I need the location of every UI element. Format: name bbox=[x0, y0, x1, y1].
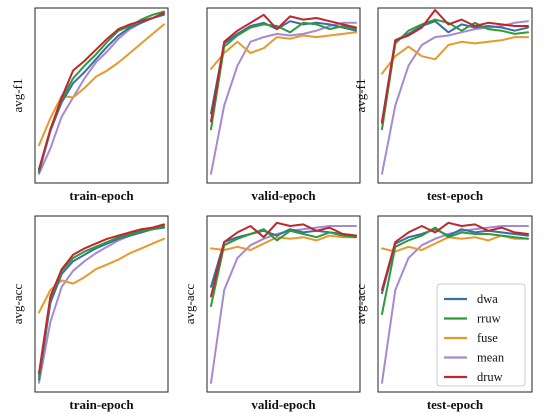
chart-panel-6: test-epoch avg-acc bbox=[353, 215, 533, 412]
legend-label-mean: mean bbox=[477, 351, 505, 365]
panel-frame bbox=[34, 7, 169, 184]
series-line-dwa bbox=[210, 20, 357, 115]
legend-label-dwa: dwa bbox=[477, 292, 498, 306]
series-line-fuse bbox=[210, 31, 357, 70]
legend-label-rruw: rruw bbox=[477, 312, 501, 326]
series-line-dwa bbox=[381, 20, 529, 123]
legend-box bbox=[436, 283, 526, 387]
series-line-dwa bbox=[381, 228, 529, 295]
x-axis-label: valid-epoch bbox=[251, 188, 316, 203]
panel-frame bbox=[377, 7, 533, 184]
series-line-mean bbox=[38, 12, 165, 175]
series-line-dwa bbox=[38, 13, 165, 174]
panel-frame bbox=[206, 215, 361, 393]
series-line-druw bbox=[38, 12, 165, 171]
x-axis-label: train-epoch bbox=[69, 397, 134, 412]
series-line-mean bbox=[38, 225, 165, 384]
chart-panel-5: valid-epoch avg-acc bbox=[182, 215, 361, 412]
series-line-mean bbox=[210, 225, 357, 384]
series-line-fuse bbox=[381, 36, 529, 75]
series-line-rruw bbox=[38, 10, 165, 172]
series-line-rruw bbox=[381, 18, 529, 131]
series-line-druw bbox=[381, 9, 529, 124]
chart-panel-4: train-epoch avg-acc bbox=[10, 215, 169, 412]
y-axis-label: avg-f1 bbox=[353, 79, 368, 113]
panel-frame bbox=[34, 215, 169, 393]
series-line-dwa bbox=[38, 226, 165, 381]
series-line-druw bbox=[38, 223, 165, 375]
series-line-druw bbox=[381, 221, 529, 291]
y-axis-label: avg-acc bbox=[182, 284, 197, 325]
legend-label-druw: druw bbox=[477, 370, 503, 384]
series-line-fuse bbox=[38, 23, 165, 147]
chart-panel-1: train-epoch avg-f1 bbox=[10, 7, 169, 203]
series-line-druw bbox=[210, 221, 357, 298]
series-line-rruw bbox=[210, 21, 357, 131]
series-line-fuse bbox=[38, 237, 165, 314]
y-axis-label: avg-acc bbox=[353, 284, 368, 325]
y-axis-label: avg-acc bbox=[10, 284, 25, 325]
series-line-rruw bbox=[210, 228, 357, 307]
x-axis-label: test-epoch bbox=[427, 188, 484, 203]
series-line-fuse bbox=[210, 234, 357, 251]
x-axis-label: train-epoch bbox=[69, 188, 134, 203]
y-axis-label: avg-f1 bbox=[10, 79, 25, 113]
series-line-druw bbox=[210, 13, 357, 123]
legend: dwa rruw fuse mean druw bbox=[436, 283, 526, 387]
x-axis-label: test-epoch bbox=[427, 397, 484, 412]
panel-frame bbox=[206, 7, 361, 184]
series-line-rruw bbox=[381, 226, 529, 315]
chart-panel-2: valid-epoch bbox=[206, 7, 361, 203]
legend-label-fuse: fuse bbox=[477, 331, 498, 345]
panel-frame bbox=[377, 215, 533, 393]
x-axis-label: valid-epoch bbox=[251, 397, 316, 412]
chart-panel-3: test-epoch avg-f1 bbox=[353, 7, 533, 203]
